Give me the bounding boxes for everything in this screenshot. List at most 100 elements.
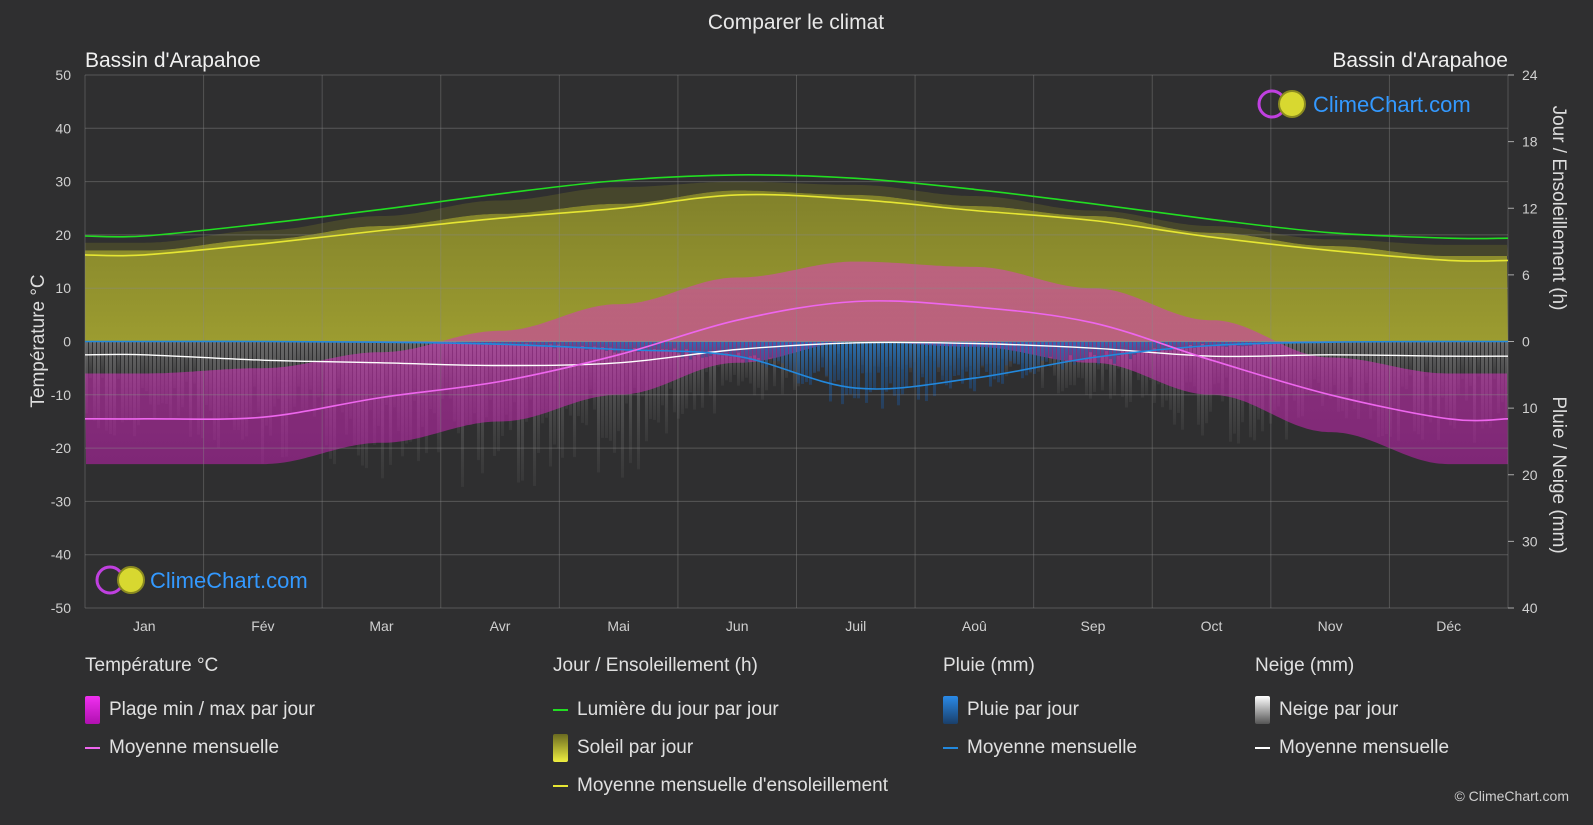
rain-bar <box>521 341 524 346</box>
rain-bar <box>1069 341 1072 356</box>
snow-bar <box>1457 341 1460 395</box>
rain-bar <box>1209 341 1212 346</box>
snow-bar <box>1109 341 1112 399</box>
right-axis-title-hours: Jour / Ensoleillement (h) <box>1548 106 1569 311</box>
rain-bar <box>1213 341 1216 347</box>
rain-bar <box>1137 341 1140 352</box>
snow-bar <box>1065 341 1068 388</box>
right-axis-ticks: 24 18 12 6 0 10 20 30 40 <box>1508 67 1538 616</box>
sunshine-swatch <box>553 734 568 762</box>
month-label: Oct <box>1201 618 1223 634</box>
chart-title: Comparer le climat <box>708 11 884 34</box>
rain-bar <box>1017 341 1020 365</box>
rain-bar <box>977 341 980 377</box>
rain-bar <box>821 341 824 368</box>
rain-bar <box>985 341 988 372</box>
rain-bar <box>793 341 796 371</box>
rain-bar <box>1009 341 1012 362</box>
rain-bar <box>533 341 536 346</box>
rain-bar <box>909 341 912 368</box>
rain-bar <box>849 341 852 395</box>
rain-bar <box>825 341 828 376</box>
snow-bar <box>749 341 752 384</box>
rain-bar <box>965 341 968 372</box>
legend-label: Soleil par jour <box>577 737 694 758</box>
rain-bar <box>901 341 904 395</box>
snow-bar <box>297 341 300 387</box>
rain-bar <box>725 341 728 354</box>
legend-item-sunshine: Soleil par jour <box>553 729 888 767</box>
month-label: Avr <box>490 618 511 634</box>
rain-bar <box>1029 341 1032 372</box>
snow-bar <box>1041 341 1044 388</box>
snow-bar <box>621 341 624 478</box>
rain-bar <box>509 341 512 346</box>
snow-swatch <box>1255 696 1270 724</box>
rain-bar <box>933 341 936 397</box>
rain-bar <box>709 341 712 357</box>
left-tick-label: -50 <box>51 600 71 616</box>
rain-bar <box>953 341 956 376</box>
rain-bar <box>973 341 976 392</box>
rain-bar <box>869 341 872 393</box>
right-tick-label-hours: 6 <box>1522 267 1530 283</box>
rain-bar <box>865 341 868 403</box>
month-label: Jan <box>133 618 156 634</box>
rain-bar <box>633 341 636 349</box>
left-tick-label: 20 <box>55 227 71 243</box>
rain-bar <box>637 341 640 353</box>
rain-bar <box>661 341 664 350</box>
location-right: Bassin d'Arapahoe <box>1332 49 1508 72</box>
rain-bar <box>693 341 696 357</box>
snow-bar <box>693 341 696 410</box>
rain-bar <box>841 341 844 405</box>
rain-bar <box>781 341 784 364</box>
month-label: Mai <box>607 618 630 634</box>
rain-bar <box>997 341 1000 383</box>
rain-bar <box>1201 341 1204 345</box>
snow-bar <box>1405 341 1408 390</box>
rain-bar <box>1085 341 1088 359</box>
rain-bar <box>917 341 920 400</box>
snow-bar <box>757 341 760 388</box>
rain-bar <box>729 341 732 357</box>
brand-text-top: ClimeChart.com <box>1313 92 1471 117</box>
rain-bar <box>577 341 580 348</box>
rain-bar <box>497 341 500 344</box>
snow-bar <box>1113 341 1116 396</box>
climate-chart: Comparer le climat Bassin d'Arapahoe Bas… <box>28 11 1569 634</box>
legend-snow-title: Neige (mm) <box>1255 655 1355 676</box>
left-tick-label: 40 <box>55 120 71 136</box>
rain-bar <box>873 341 876 389</box>
rain-bar <box>469 341 472 344</box>
right-tick-label-hours: 12 <box>1522 200 1538 216</box>
month-label: Déc <box>1436 618 1461 634</box>
rain-bar <box>925 341 928 402</box>
logo-sun-icon <box>117 566 145 594</box>
rain-bar <box>1005 341 1008 366</box>
left-tick-label: -40 <box>51 547 71 563</box>
snow-bar <box>141 341 144 388</box>
rain-bar <box>1061 341 1064 370</box>
rain-bar <box>929 341 932 385</box>
rain-bar <box>1041 341 1044 361</box>
rain-bar <box>1141 341 1144 352</box>
rain-bar <box>1097 341 1100 365</box>
rain-bar <box>553 341 556 349</box>
rain-bar <box>1153 341 1156 349</box>
rain-bar <box>1077 341 1080 361</box>
left-tick-label: -10 <box>51 387 71 403</box>
snow-bar <box>1057 341 1060 394</box>
left-axis-title: Température °C <box>28 274 49 407</box>
rain-bar <box>657 341 660 350</box>
rain-bar <box>853 341 856 399</box>
snow-bar <box>1121 341 1124 397</box>
rain-bar <box>1185 341 1188 349</box>
rain-bar <box>837 341 840 381</box>
right-axis-title-precip: Pluie / Neige (mm) <box>1548 396 1569 553</box>
rain-bar <box>993 341 996 380</box>
rain-bar <box>797 341 800 384</box>
snow-bar <box>149 341 152 405</box>
rain-bar <box>1197 341 1200 348</box>
rain-bar <box>493 341 496 345</box>
